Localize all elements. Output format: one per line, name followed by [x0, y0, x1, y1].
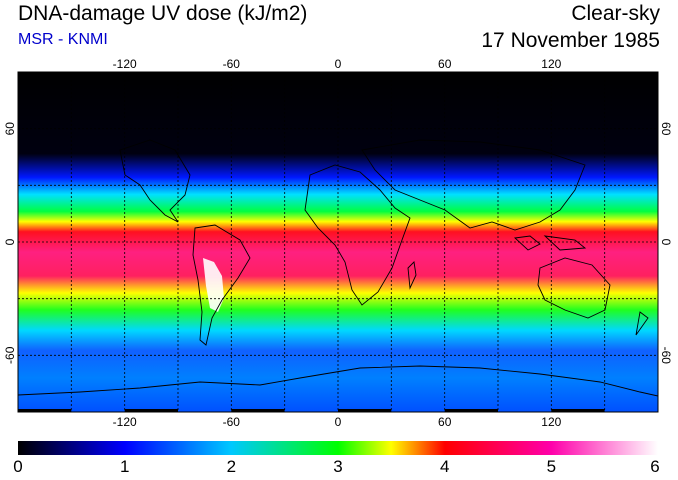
colorbar-label: 4	[439, 457, 450, 476]
source-label: MSR - KNMI	[18, 31, 108, 48]
lon-tick-bottom: 0	[335, 415, 342, 429]
colorbar	[18, 441, 658, 455]
lat-tick-right: -60	[659, 347, 673, 365]
colorbar-label: 1	[119, 457, 130, 476]
colorbar-label: 5	[546, 457, 557, 476]
map-frame	[17, 71, 659, 413]
lon-tick-top: 0	[335, 57, 342, 71]
colorbar-label: 3	[333, 457, 343, 476]
lon-tick-bottom: 120	[541, 415, 561, 429]
colorbar-label: 2	[226, 457, 237, 476]
lon-tick-top: 120	[541, 57, 561, 71]
colorbar-label: 6	[650, 457, 660, 476]
lon-tick-bottom: 60	[438, 415, 452, 429]
lon-tick-top: 60	[438, 57, 452, 71]
graticule	[18, 72, 658, 412]
lon-tick-bottom: -60	[223, 415, 241, 429]
lat-tick-left: -60	[3, 346, 17, 364]
lon-tick-top: -120	[113, 57, 137, 71]
lat-tick-left: 60	[3, 122, 17, 136]
sky-condition-label: Clear-sky	[571, 2, 660, 25]
lon-tick-top: -60	[223, 57, 241, 71]
lon-tick-bottom: -120	[113, 415, 137, 429]
colorbar-label: 0	[13, 457, 23, 476]
coastlines	[18, 139, 658, 397]
lat-tick-left: 0	[3, 238, 17, 245]
date-label: 17 November 1985	[481, 29, 660, 52]
lat-tick-right: 60	[659, 122, 673, 136]
lat-tick-right: 0	[659, 239, 673, 246]
map-title: DNA-damage UV dose (kJ/m2)	[18, 2, 308, 25]
